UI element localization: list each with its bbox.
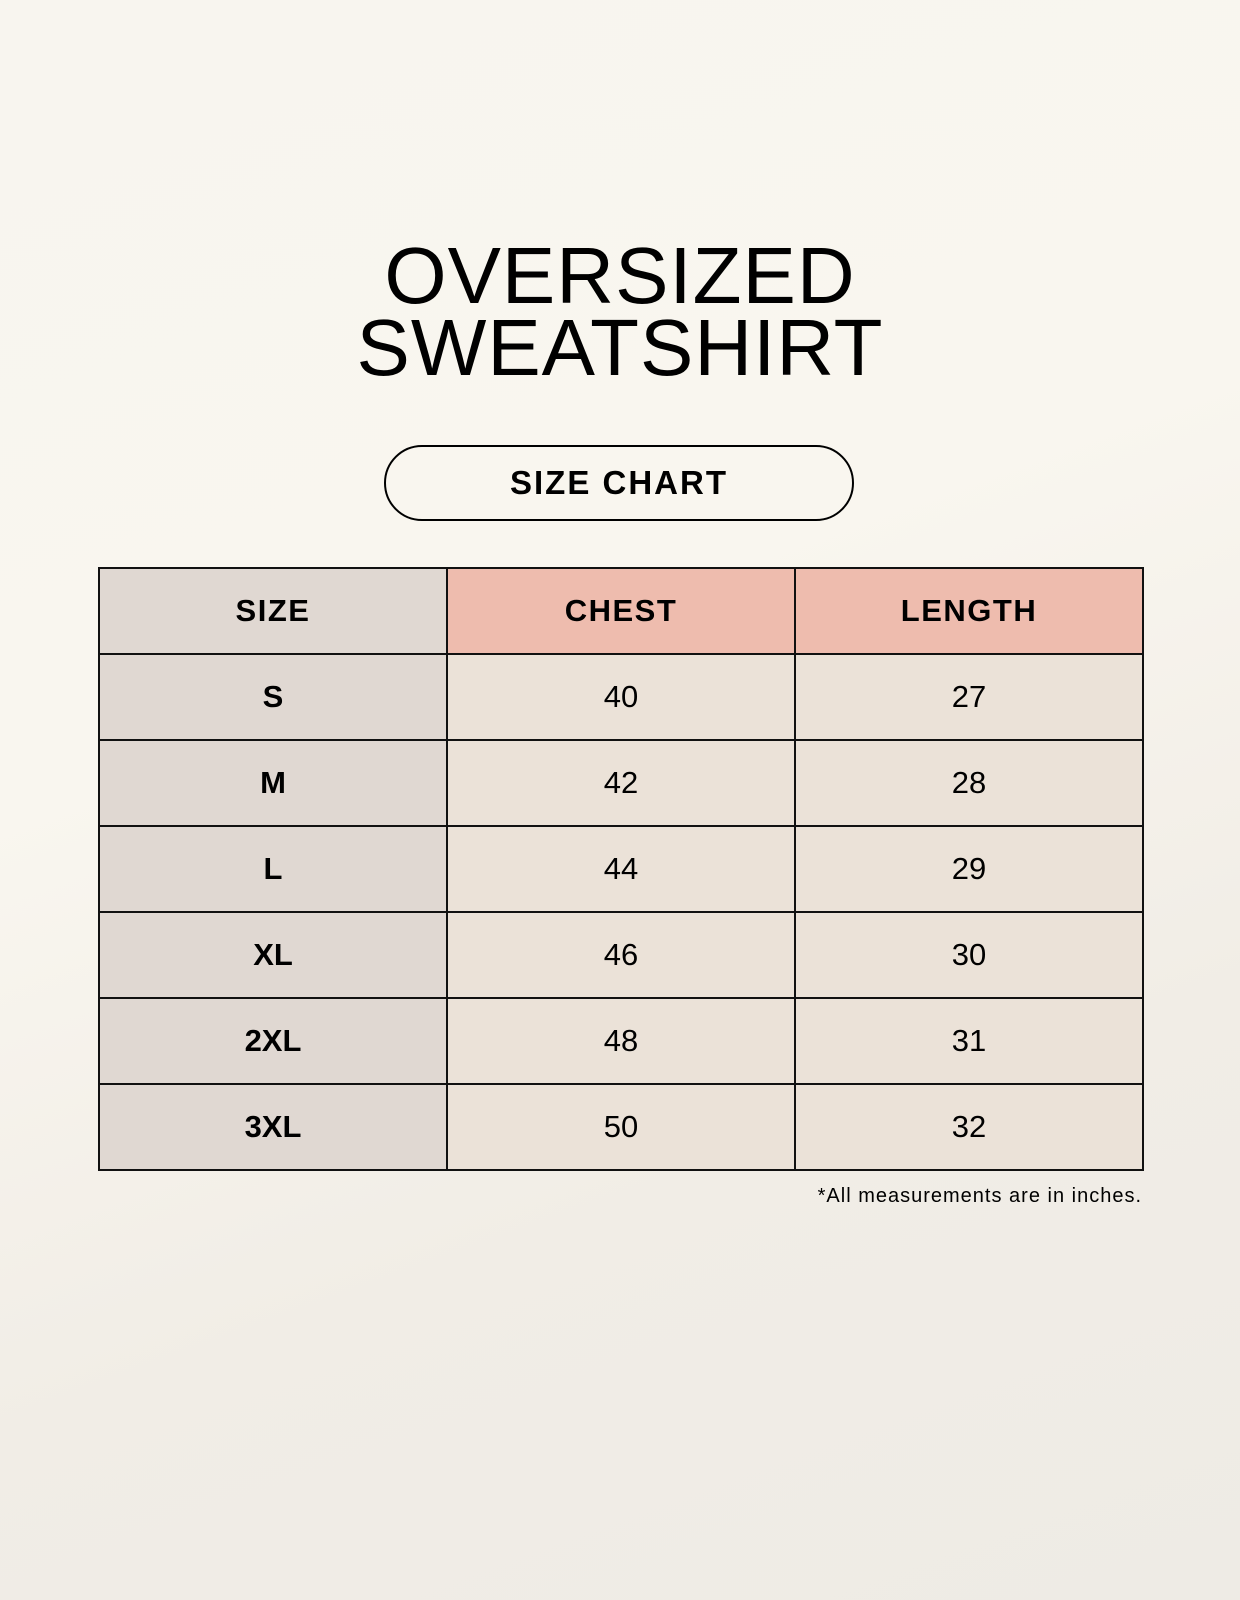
- table-row: 3XL 50 32: [98, 1083, 1144, 1171]
- header-size: SIZE: [98, 567, 448, 655]
- cell-length: 27: [794, 653, 1144, 741]
- table-row: M 42 28: [98, 739, 1144, 827]
- cell-size: M: [98, 739, 448, 827]
- size-table: SIZE CHEST LENGTH S 40 27 M 42 28 L 44 29 XL 46 30 2…: [98, 567, 1144, 1171]
- cell-length: 31: [794, 997, 1144, 1085]
- table-row: 2XL 48 31: [98, 997, 1144, 1085]
- title-line-1: OVERSIZED: [384, 231, 856, 320]
- cell-length: 32: [794, 1083, 1144, 1171]
- cell-chest: 48: [446, 997, 796, 1085]
- cell-length: 29: [794, 825, 1144, 913]
- cell-size: S: [98, 653, 448, 741]
- title-line-2: SWEATSHIRT: [356, 303, 884, 392]
- cell-chest: 50: [446, 1083, 796, 1171]
- size-chart-badge: SIZE CHART: [384, 445, 854, 521]
- cell-length: 30: [794, 911, 1144, 999]
- cell-chest: 40: [446, 653, 796, 741]
- table-header-row: SIZE CHEST LENGTH: [98, 567, 1144, 655]
- cell-size: L: [98, 825, 448, 913]
- cell-size: 2XL: [98, 997, 448, 1085]
- cell-chest: 42: [446, 739, 796, 827]
- table-row: XL 46 30: [98, 911, 1144, 999]
- measurement-note: *All measurements are in inches.: [817, 1185, 1142, 1207]
- header-chest: CHEST: [446, 567, 796, 655]
- header-length: LENGTH: [794, 567, 1144, 655]
- page-title: OVERSIZED SWEATSHIRT: [0, 231, 1240, 392]
- cell-size: 3XL: [98, 1083, 448, 1171]
- cell-length: 28: [794, 739, 1144, 827]
- cell-size: XL: [98, 911, 448, 999]
- table-row: L 44 29: [98, 825, 1144, 913]
- cell-chest: 46: [446, 911, 796, 999]
- cell-chest: 44: [446, 825, 796, 913]
- table-row: S 40 27: [98, 653, 1144, 741]
